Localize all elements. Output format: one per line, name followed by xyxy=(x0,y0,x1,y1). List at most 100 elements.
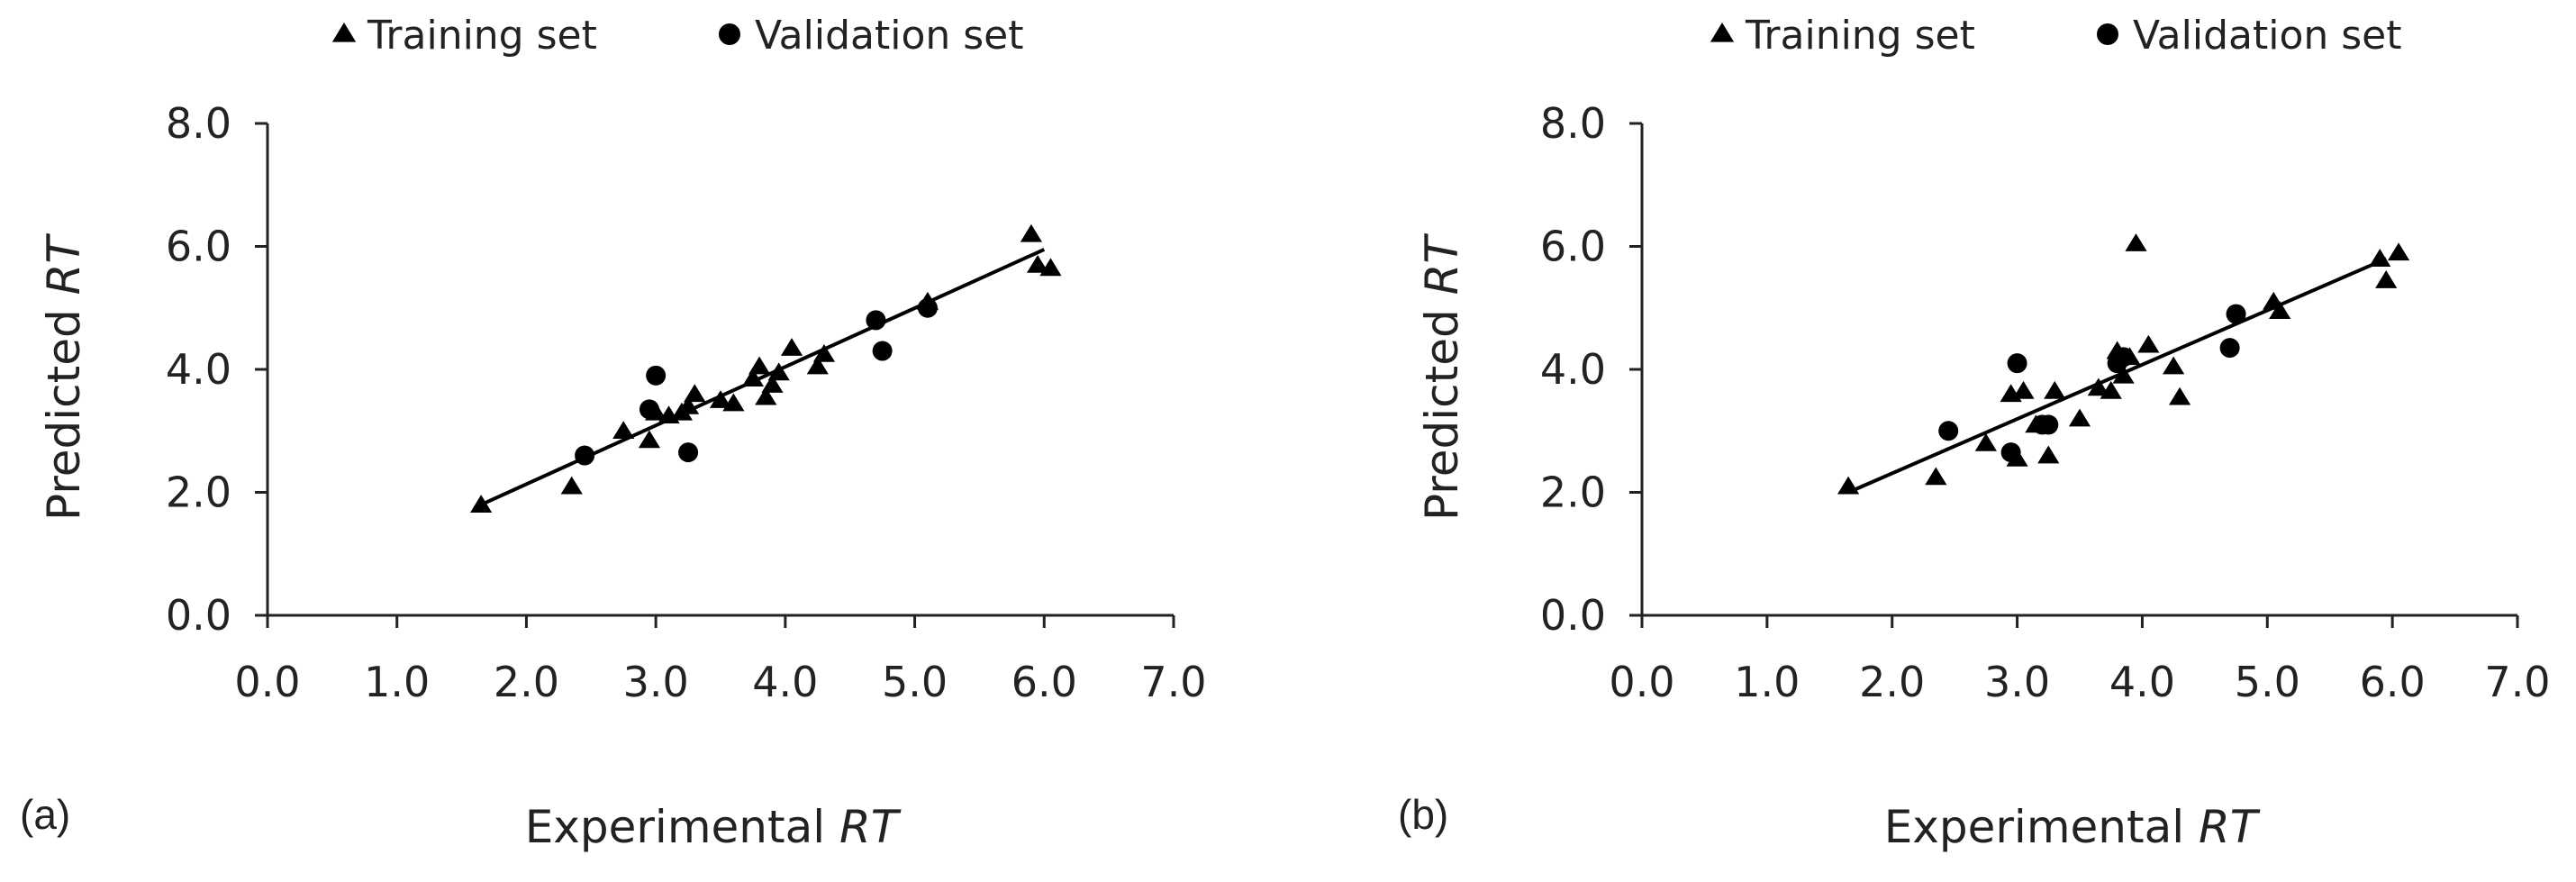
training-point xyxy=(748,356,771,375)
legend: Training set Validation set xyxy=(331,13,1024,59)
legend-circle-icon xyxy=(719,23,740,45)
validation-series xyxy=(575,297,938,466)
y-tick-label: 6.0 xyxy=(166,223,231,271)
x-tick-label: 3.0 xyxy=(1984,658,2050,706)
chart-panel-a: 0.0 2.0 4.0 6.0 8.0 0.0 1.0 2.0 3.0 4.0 5.0 6.0 7.0 E… xyxy=(20,13,1207,853)
training-point xyxy=(1027,254,1049,273)
legend: Training set Validation set xyxy=(1710,13,2402,59)
training-point xyxy=(741,368,765,387)
panel-label: (b) xyxy=(1398,791,1448,838)
x-tick-label: 7.0 xyxy=(1140,658,1206,706)
training-point xyxy=(761,375,784,393)
x-tick-label: 5.0 xyxy=(882,658,948,706)
x-tick-label: 6.0 xyxy=(1011,658,1077,706)
x-tick-label: 1.0 xyxy=(1734,658,1800,706)
training-point xyxy=(1974,432,1997,451)
legend-circle-icon xyxy=(2097,23,2118,45)
training-point xyxy=(470,495,493,513)
y-tick-label: 0.0 xyxy=(166,591,231,640)
training-point xyxy=(709,390,732,408)
x-axis-label-italic: RT xyxy=(839,801,902,853)
training-point xyxy=(2375,270,2398,288)
x-axis-label: Experimental RT xyxy=(1884,801,2261,853)
x-tick-label: 5.0 xyxy=(2235,658,2300,706)
x-tick-label: 2.0 xyxy=(1859,658,1925,706)
y-tick-label: 8.0 xyxy=(1540,99,1606,148)
legend-triangle-icon xyxy=(331,23,357,42)
training-point xyxy=(806,356,829,375)
training-point xyxy=(2068,408,2091,427)
validation-point xyxy=(917,297,938,318)
y-axis-label-italic: RT xyxy=(38,233,90,296)
validation-point xyxy=(1938,421,1959,441)
x-tick-label: 4.0 xyxy=(2109,658,2175,706)
y-tick-label: 4.0 xyxy=(166,345,231,394)
y-tick-label: 2.0 xyxy=(166,468,231,517)
training-point xyxy=(1039,258,1062,277)
training-point xyxy=(722,393,745,412)
chart-panel-b: 0.0 2.0 4.0 6.0 8.0 0.0 1.0 2.0 3.0 4.0 5.0 6.0 7.0 E… xyxy=(1398,13,2551,853)
y-tick-label: 0.0 xyxy=(1540,591,1606,640)
x-tick-label: 4.0 xyxy=(752,658,818,706)
y-axis-label: Predicted RT xyxy=(38,233,90,521)
x-tick-label: 2.0 xyxy=(494,658,559,706)
legend-training-label: Training set xyxy=(1745,13,1975,59)
training-point xyxy=(2125,233,2147,251)
regression-line xyxy=(480,248,1046,506)
y-axis-label: Predicted RT xyxy=(1416,233,1468,521)
training-point xyxy=(684,384,706,403)
x-tick-label: 0.0 xyxy=(1609,658,1674,706)
x-axis-label-prefix: Experimental xyxy=(525,801,839,853)
x-tick-label: 0.0 xyxy=(234,658,300,706)
panel-label: (a) xyxy=(20,791,70,838)
training-point xyxy=(560,476,583,495)
legend-validation-label: Validation set xyxy=(2133,13,2402,59)
x-axis-label-italic: RT xyxy=(2199,801,2261,853)
validation-point xyxy=(2000,442,2021,463)
training-point xyxy=(2037,445,2060,464)
training-point xyxy=(612,421,635,440)
validation-point xyxy=(575,445,595,466)
validation-point xyxy=(2007,353,2027,374)
x-tick-label: 1.0 xyxy=(364,658,430,706)
training-point xyxy=(2369,249,2391,267)
validation-point xyxy=(2038,414,2059,435)
training-point xyxy=(2137,334,2160,353)
validation-series xyxy=(1938,304,2246,463)
training-point xyxy=(2087,377,2109,396)
x-tick-label: 6.0 xyxy=(2360,658,2426,706)
training-point xyxy=(1020,223,1043,242)
training-series xyxy=(470,223,1062,513)
validation-point xyxy=(872,341,893,361)
validation-point xyxy=(639,399,659,420)
y-tick-label: 2.0 xyxy=(1540,468,1606,517)
training-point xyxy=(2044,380,2066,399)
validation-point xyxy=(2113,347,2134,368)
validation-point xyxy=(866,310,886,331)
training-point xyxy=(812,343,836,362)
x-axis-label-prefix: Experimental xyxy=(1884,801,2199,853)
legend-triangle-icon xyxy=(1710,23,1735,42)
training-point xyxy=(2112,365,2135,384)
training-point xyxy=(2387,242,2410,261)
training-point xyxy=(2168,386,2191,405)
validation-point xyxy=(646,365,667,386)
training-point xyxy=(1925,467,1947,486)
validation-point xyxy=(2219,338,2240,359)
training-point xyxy=(1837,476,1860,495)
y-axis-label-italic: RT xyxy=(1416,233,1468,296)
validation-point xyxy=(678,442,699,463)
x-axis-label: Experimental RT xyxy=(525,801,902,853)
y-tick-label: 4.0 xyxy=(1540,345,1606,394)
y-tick-label: 6.0 xyxy=(1540,223,1606,271)
training-point xyxy=(767,362,790,381)
legend-validation-label: Validation set xyxy=(755,13,1024,59)
training-point xyxy=(2012,380,2035,399)
y-tick-label: 8.0 xyxy=(166,99,231,148)
training-point xyxy=(755,386,777,405)
training-point xyxy=(2100,380,2122,399)
y-axis-label-prefix: Predicted xyxy=(38,295,90,521)
legend-training-label: Training set xyxy=(367,13,597,59)
training-point xyxy=(638,430,661,449)
